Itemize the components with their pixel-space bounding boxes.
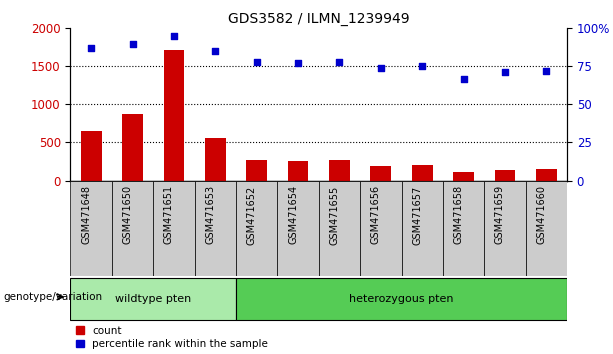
Text: GSM471651: GSM471651 — [164, 185, 174, 245]
Text: GSM471660: GSM471660 — [536, 185, 546, 244]
Bar — [495, 170, 516, 181]
Point — [417, 64, 427, 69]
Text: GSM471648: GSM471648 — [81, 185, 91, 244]
Bar — [164, 50, 185, 181]
Text: GSM471650: GSM471650 — [123, 185, 132, 245]
Text: genotype/variation: genotype/variation — [3, 292, 102, 302]
FancyBboxPatch shape — [443, 181, 484, 276]
Point — [500, 70, 510, 75]
Bar — [412, 165, 433, 181]
Point — [376, 65, 386, 71]
Bar — [536, 169, 557, 181]
Point — [459, 76, 468, 81]
Title: GDS3582 / ILMN_1239949: GDS3582 / ILMN_1239949 — [228, 12, 409, 26]
FancyBboxPatch shape — [360, 181, 402, 276]
FancyBboxPatch shape — [484, 181, 526, 276]
Point — [86, 45, 96, 51]
FancyBboxPatch shape — [195, 181, 236, 276]
Bar — [246, 160, 267, 181]
Legend: count, percentile rank within the sample: count, percentile rank within the sample — [75, 326, 268, 349]
FancyBboxPatch shape — [236, 181, 277, 276]
Point — [335, 59, 345, 65]
FancyBboxPatch shape — [277, 181, 319, 276]
FancyBboxPatch shape — [319, 181, 360, 276]
FancyBboxPatch shape — [526, 181, 567, 276]
Point — [293, 61, 303, 66]
Text: GSM471654: GSM471654 — [288, 185, 298, 245]
Point — [169, 33, 179, 39]
Point — [128, 41, 137, 46]
Bar — [122, 114, 143, 181]
FancyBboxPatch shape — [112, 181, 153, 276]
Bar — [370, 166, 391, 181]
Text: GSM471656: GSM471656 — [371, 185, 381, 245]
Bar — [453, 172, 474, 181]
Text: GSM471655: GSM471655 — [329, 185, 340, 245]
Text: GSM471652: GSM471652 — [246, 185, 257, 245]
Bar — [205, 138, 226, 181]
Text: GSM471659: GSM471659 — [495, 185, 505, 245]
Point — [541, 68, 551, 74]
Point — [252, 59, 262, 65]
FancyBboxPatch shape — [153, 181, 195, 276]
FancyBboxPatch shape — [236, 278, 567, 320]
Bar — [81, 131, 102, 181]
FancyBboxPatch shape — [402, 181, 443, 276]
Text: GSM471653: GSM471653 — [205, 185, 215, 245]
Text: GSM471657: GSM471657 — [412, 185, 422, 245]
Text: GSM471658: GSM471658 — [454, 185, 463, 245]
Bar — [287, 161, 308, 181]
FancyBboxPatch shape — [70, 181, 112, 276]
Point — [210, 48, 220, 54]
Text: heterozygous pten: heterozygous pten — [349, 294, 454, 304]
Text: wildtype pten: wildtype pten — [115, 294, 191, 304]
Bar — [329, 160, 350, 181]
FancyBboxPatch shape — [70, 278, 236, 320]
